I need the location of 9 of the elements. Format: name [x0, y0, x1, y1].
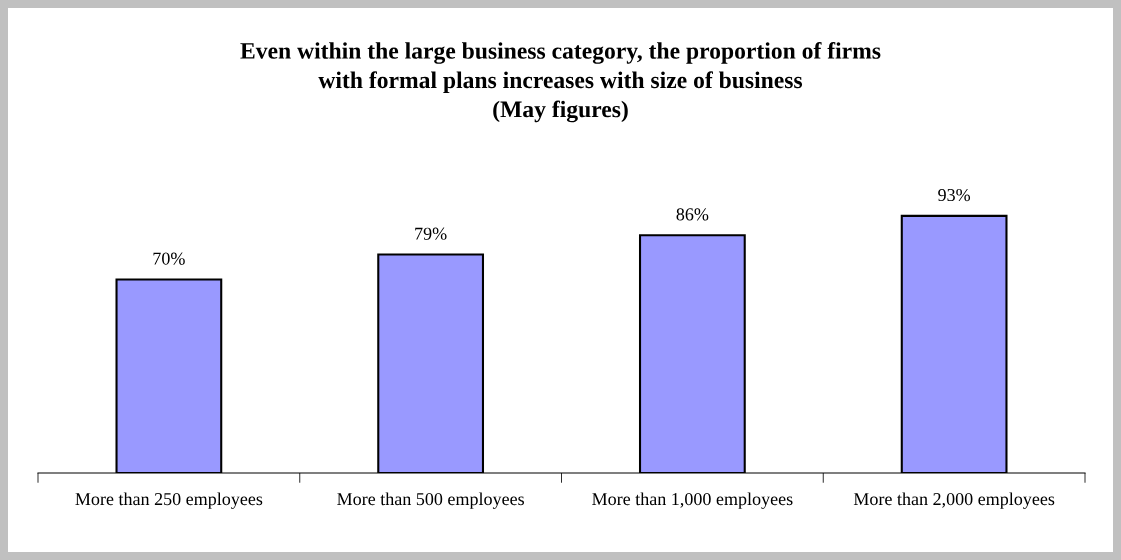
- data-label: 86%: [676, 208, 709, 221]
- data-label: 79%: [415, 227, 447, 240]
- x-tick-label: More than 250 employees: [75, 492, 263, 509]
- data-label: 93%: [938, 188, 971, 202]
- data-label: 70%: [153, 252, 185, 265]
- x-tick-label: More than 1,000 employees: [592, 492, 793, 509]
- x-tick-label: More than 500 employees: [337, 492, 524, 509]
- x-tick-label: More than 2,000 employees: [853, 492, 1055, 509]
- chart-title: Even within the large business category, the proportion of firms with formal plans increases with size of business (May figures): [240, 42, 881, 123]
